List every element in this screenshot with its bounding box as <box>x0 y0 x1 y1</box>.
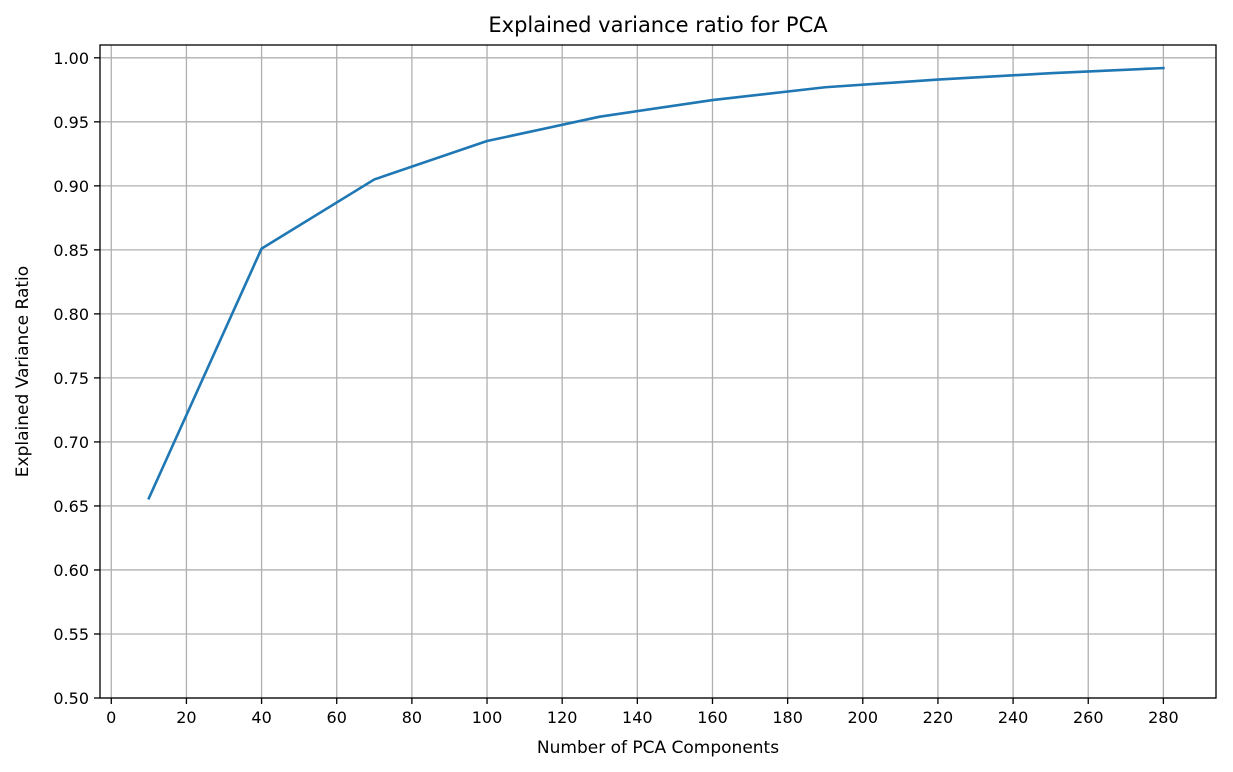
plot-background <box>100 45 1216 698</box>
y-tick-label: 0.65 <box>53 497 89 516</box>
y-axis-label: Explained Variance Ratio <box>13 266 33 477</box>
y-tick-label: 0.60 <box>53 561 89 580</box>
x-tick-label: 80 <box>402 708 422 727</box>
x-tick-label: 20 <box>176 708 196 727</box>
y-tick-label: 0.95 <box>53 113 89 132</box>
x-tick-label: 240 <box>998 708 1029 727</box>
y-axis: 0.50 0.55 0.60 0.65 0.70 0.75 0.80 0.85 0.90 0.95… <box>53 49 100 708</box>
series-line <box>147 66 1165 500</box>
grid <box>100 45 1216 699</box>
x-axis-label: Number of PCA Components <box>537 738 779 758</box>
y-tick-label: 0.80 <box>53 305 89 324</box>
y-tick-label: 0.70 <box>53 433 89 452</box>
series-layer <box>147 66 1165 500</box>
x-tick-label: 120 <box>547 708 578 727</box>
x-tick-label: 260 <box>1073 708 1104 727</box>
x-tick-label: 160 <box>697 708 728 727</box>
x-tick-label: 40 <box>251 708 271 727</box>
chart-title: Explained variance ratio for PCA <box>488 13 828 37</box>
x-tick-label: 200 <box>848 708 879 727</box>
y-tick-label: 0.50 <box>53 689 89 708</box>
x-tick-label: 60 <box>327 708 347 727</box>
x-tick-label: 140 <box>622 708 653 727</box>
x-tick-label: 100 <box>472 708 503 727</box>
x-tick-label: 280 <box>1148 708 1179 727</box>
y-tick-label: 0.55 <box>53 625 89 644</box>
x-tick-label: 220 <box>923 708 954 727</box>
x-tick-label: 180 <box>772 708 803 727</box>
y-tick-label: 0.75 <box>53 369 89 388</box>
x-axis: 0 20 40 60 80 100 120 140 160 180 200 220 240 260 280 <box>106 698 1179 727</box>
plot-frame <box>99 44 1217 699</box>
x-tick-label: 0 <box>106 708 116 727</box>
y-tick-label: 0.85 <box>53 241 89 260</box>
y-tick-label: 0.90 <box>53 177 89 196</box>
y-tick-label: 1.00 <box>53 49 89 68</box>
